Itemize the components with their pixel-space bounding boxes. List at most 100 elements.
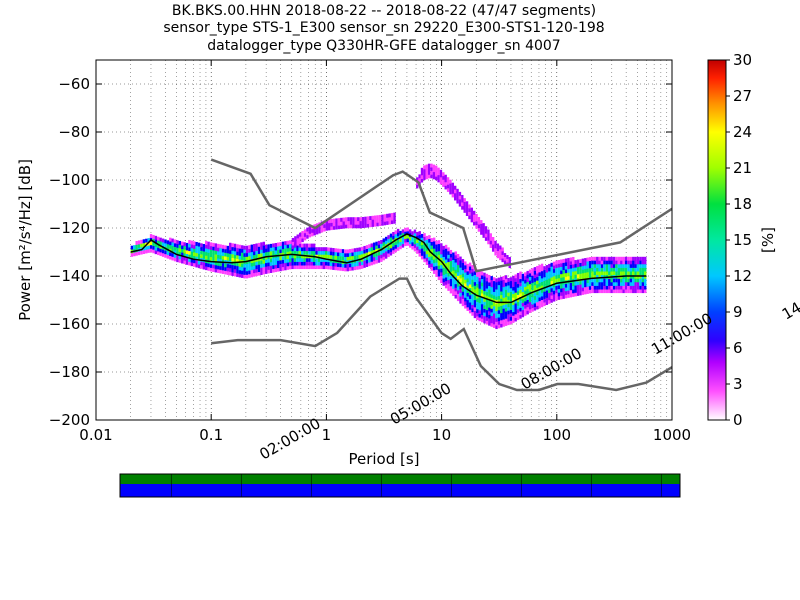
density-cell (142, 239, 146, 244)
density-cell (253, 269, 256, 274)
density-cell (260, 260, 263, 265)
density-cell (301, 231, 304, 235)
density-cell (509, 284, 513, 289)
density-cell (552, 265, 556, 270)
density-cell (473, 303, 477, 308)
density-cell (600, 285, 604, 290)
density-cell (152, 249, 155, 254)
density-cell (456, 188, 459, 193)
density-cell (140, 243, 143, 248)
density-cell (507, 303, 510, 308)
density-cell (335, 222, 338, 226)
density-cell (636, 289, 640, 294)
density-cell (548, 274, 551, 279)
density-cell (608, 271, 611, 276)
density-cell (502, 308, 505, 313)
density-cell (507, 321, 510, 326)
density-cell (253, 244, 256, 248)
density-cell (476, 308, 479, 313)
density-cell (461, 298, 465, 303)
density-cell (404, 242, 407, 247)
density-cell (303, 261, 306, 266)
density-cell (608, 289, 611, 294)
density-cell (286, 251, 290, 256)
density-cell (514, 295, 517, 300)
density-cell (380, 243, 383, 248)
density-cell (301, 261, 304, 266)
density-cell (569, 293, 573, 298)
density-cell (354, 224, 358, 229)
density-cell (205, 266, 208, 271)
density-cell (617, 289, 621, 294)
density-cell (574, 274, 577, 279)
density-cell (562, 287, 565, 292)
density-cell (440, 279, 443, 284)
density-cell (425, 243, 429, 248)
density-cell (581, 265, 585, 270)
density-cell (384, 251, 388, 256)
density-cell (357, 217, 360, 222)
density-cell (226, 253, 230, 257)
density-cell (214, 257, 218, 262)
density-cell (636, 278, 640, 283)
density-cell (238, 248, 242, 253)
density-cell (296, 254, 299, 259)
density-cell (277, 256, 280, 261)
density-cell (169, 252, 172, 256)
density-cell (634, 256, 637, 261)
density-cell (390, 213, 394, 217)
density-cell (550, 277, 553, 282)
density-cell (514, 317, 517, 322)
density-cell (615, 282, 618, 286)
availability-row-available (120, 484, 680, 497)
density-cell (496, 243, 500, 248)
density-cell (425, 175, 428, 180)
density-cell (572, 274, 575, 279)
density-cell (516, 290, 520, 295)
density-cell (459, 299, 462, 304)
density-cell (550, 270, 553, 274)
density-cell (452, 288, 455, 293)
density-cell (241, 263, 244, 268)
density-cell (133, 252, 136, 257)
density-cell (476, 287, 479, 292)
density-cell (476, 305, 479, 310)
density-cell (274, 250, 278, 255)
density-cell (205, 248, 208, 253)
density-cell (550, 298, 553, 303)
density-cell (471, 308, 474, 313)
density-cell (320, 228, 324, 233)
density-cell (473, 271, 477, 275)
density-cell (617, 260, 621, 265)
density-cell (231, 264, 234, 269)
density-cell (464, 293, 467, 298)
density-cell (336, 248, 340, 253)
density-cell (461, 194, 464, 199)
density-cell (538, 304, 541, 309)
density-cell (371, 219, 374, 224)
density-cell (471, 293, 474, 298)
density-cell (404, 227, 407, 232)
density-cell (499, 245, 502, 250)
density-cell (332, 255, 335, 260)
density-cell (509, 302, 513, 307)
density-cell (466, 299, 469, 304)
density-cell (538, 282, 541, 287)
density-cell (147, 241, 150, 246)
density-cell (221, 266, 225, 271)
density-cell (197, 264, 201, 269)
density-cell (533, 299, 537, 304)
density-cell (641, 282, 645, 286)
density-cell (593, 264, 597, 268)
density-cell (545, 272, 549, 277)
density-cell (536, 294, 539, 299)
density-cell (600, 264, 604, 268)
density-cell (603, 260, 606, 265)
density-cell (444, 270, 448, 274)
density-cell (478, 277, 481, 282)
density-cell (281, 259, 285, 264)
density-cell (584, 268, 587, 273)
density-cell (348, 249, 352, 253)
density-cell (253, 272, 256, 277)
density-cell (356, 247, 359, 252)
